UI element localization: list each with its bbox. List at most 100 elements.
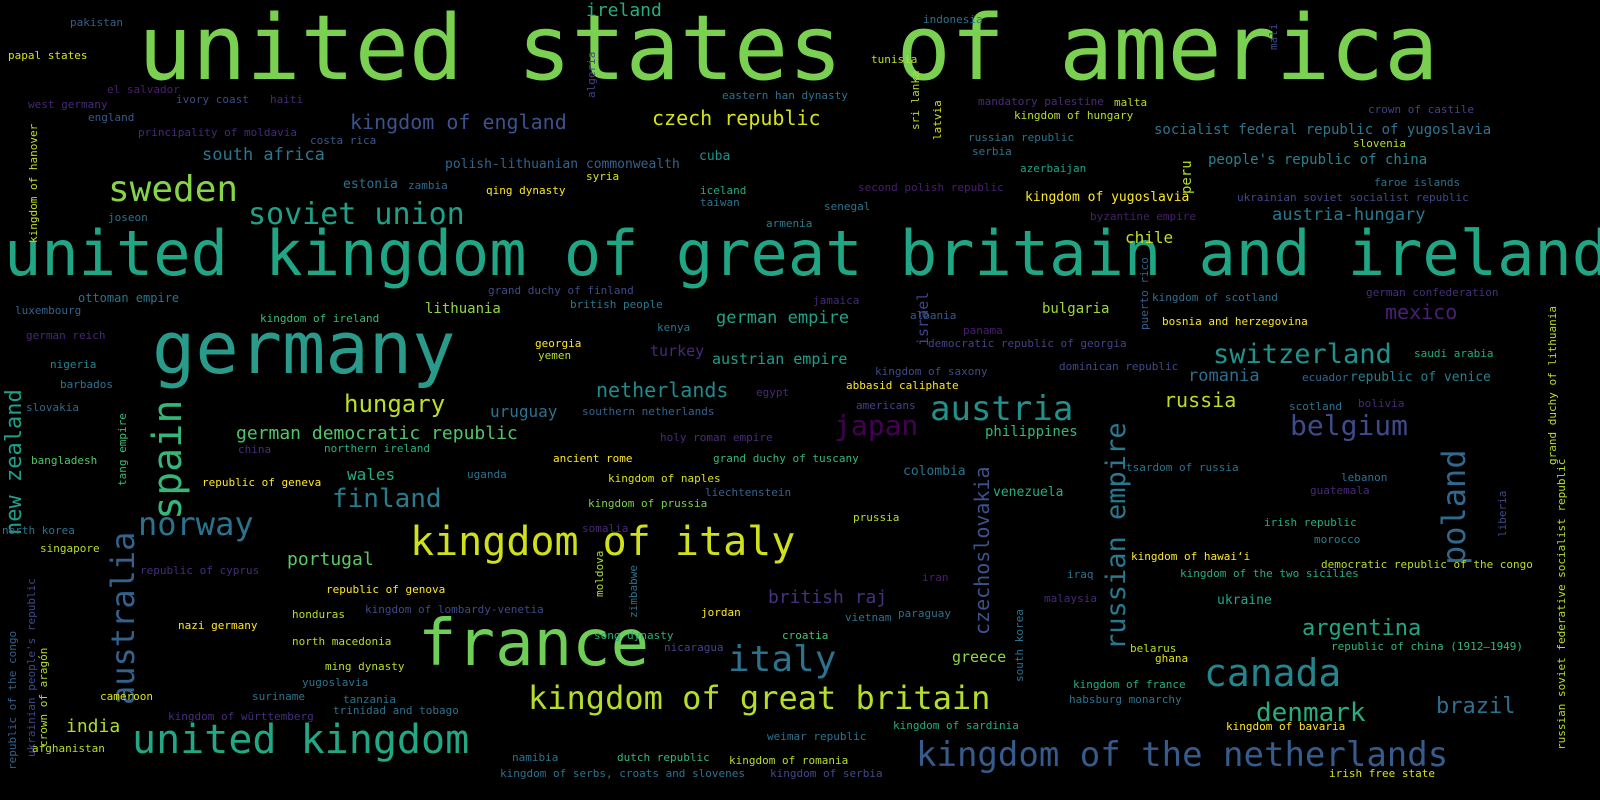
cloud-word: malaysia: [1044, 592, 1097, 605]
cloud-word: serbia: [972, 145, 1012, 158]
cloud-word: austria-hungary: [1272, 205, 1426, 225]
cloud-word: faroe islands: [1374, 176, 1461, 189]
cloud-word: nigeria: [50, 358, 97, 371]
cloud-word: czech republic: [652, 106, 821, 130]
cloud-word: haiti: [270, 93, 304, 106]
cloud-word: united kingdom: [132, 717, 470, 763]
cloud-word: ming dynasty: [325, 660, 405, 673]
cloud-word: russian republic: [968, 131, 1074, 144]
cloud-word: kingdom of prussia: [588, 497, 708, 510]
cloud-word: japan: [834, 409, 919, 442]
cloud-word: argentina: [1302, 616, 1422, 641]
cloud-word: uruguay: [490, 402, 558, 421]
cloud-word: republic of venice: [1350, 370, 1491, 385]
cloud-word: ghana: [1155, 652, 1189, 665]
cloud-word: liechtenstein: [705, 486, 792, 499]
cloud-word: croatia: [782, 629, 829, 642]
cloud-word: south africa: [202, 145, 325, 165]
cloud-word: taiwan: [700, 196, 740, 209]
cloud-word: australia: [104, 531, 142, 705]
cloud-word: iran: [922, 571, 949, 584]
cloud-word: habsburg monarchy: [1069, 693, 1182, 706]
cloud-word: lebanon: [1341, 471, 1388, 484]
cloud-word: kingdom of saxony: [875, 365, 988, 378]
cloud-word: austrian empire: [712, 350, 848, 368]
cloud-word: india: [66, 716, 121, 737]
cloud-word: honduras: [292, 608, 345, 621]
cloud-word: cuba: [699, 149, 731, 164]
cloud-word: socialist federal republic of yugoslavia: [1154, 122, 1492, 138]
cloud-word: southern netherlands: [582, 405, 715, 418]
cloud-word: ivory coast: [176, 93, 249, 106]
cloud-word: tsardom of russia: [1126, 461, 1239, 474]
cloud-word: guatemala: [1310, 484, 1370, 497]
cloud-word: zambia: [408, 179, 448, 192]
cloud-word: north macedonia: [292, 635, 392, 648]
cloud-word: papal states: [8, 49, 88, 62]
cloud-word: german democratic republic: [236, 423, 518, 444]
cloud-word: uganda: [467, 468, 507, 481]
cloud-word: austria: [930, 389, 1074, 429]
cloud-word: senegal: [824, 200, 871, 213]
cloud-word: kingdom of the netherlands: [916, 735, 1449, 775]
cloud-word: yemen: [538, 349, 572, 362]
cloud-word: iceland: [700, 184, 747, 197]
cloud-word: jamaica: [813, 294, 860, 307]
cloud-word: ireland: [586, 0, 662, 21]
cloud-word: norway: [138, 505, 254, 543]
cloud-word: brazil: [1436, 694, 1516, 719]
cloud-word: republic of china (1912–1949): [1331, 640, 1524, 653]
cloud-word: abbasid caliphate: [846, 379, 959, 392]
cloud-word: spain: [145, 399, 191, 520]
cloud-word: grand duchy of finland: [488, 284, 634, 297]
cloud-word: kingdom of serbia: [770, 767, 883, 780]
cloud-word: iraq: [1067, 568, 1094, 581]
cloud-word: new zealand: [2, 389, 27, 535]
cloud-word: crown of aragón: [37, 647, 50, 747]
cloud-word: latvia: [931, 100, 944, 140]
cloud-word: kingdom of naples: [608, 472, 721, 485]
cloud-word: albania: [910, 309, 957, 322]
cloud-word: poland: [1435, 449, 1473, 565]
cloud-word: syria: [586, 170, 620, 183]
cloud-word: yugoslavia: [302, 676, 369, 689]
cloud-word: mali: [1267, 23, 1280, 51]
cloud-word: democratic republic of georgia: [928, 337, 1127, 350]
cloud-word: kingdom of lombardy-venetia: [365, 603, 544, 616]
cloud-word: lithuania: [425, 301, 501, 317]
cloud-word: german confederation: [1366, 286, 1499, 299]
cloud-word: ukrainian people's republic: [25, 578, 38, 757]
cloud-word: venezuela: [993, 485, 1064, 500]
cloud-word: german empire: [716, 308, 850, 328]
cloud-word: british people: [570, 298, 663, 311]
cloud-word: el salvador: [107, 83, 180, 96]
cloud-word: crown of castile: [1368, 103, 1474, 116]
cloud-word: holy roman empire: [660, 431, 773, 444]
cloud-word: west germany: [28, 98, 108, 111]
cloud-word: kingdom of hungary: [1014, 109, 1134, 122]
cloud-word: weimar republic: [767, 730, 867, 743]
cloud-word: paraguay: [898, 607, 951, 620]
cloud-word: barbados: [60, 378, 113, 391]
cloud-word: georgia: [535, 337, 582, 350]
cloud-word: philippines: [985, 424, 1078, 440]
cloud-word: democratic republic of the congo: [1321, 558, 1533, 571]
cloud-word: irish free state: [1329, 767, 1435, 780]
cloud-word: republic of cyprus: [140, 564, 260, 577]
cloud-word: kingdom of sardinia: [893, 719, 1019, 732]
cloud-word: soviet union: [248, 197, 465, 232]
cloud-word: egypt: [756, 386, 790, 399]
cloud-word: zimbabwe: [627, 565, 640, 618]
cloud-word: russia: [1164, 388, 1237, 412]
cloud-word: republic of genova: [326, 583, 446, 596]
cloud-word: canada: [1204, 651, 1342, 695]
cloud-word: bolivia: [1358, 397, 1405, 410]
cloud-word: jordan: [701, 606, 741, 619]
cloud-word: hungary: [344, 390, 446, 418]
cloud-word: polish-lithuanian commonwealth: [445, 157, 680, 172]
cloud-word: tunisia: [871, 53, 918, 66]
cloud-word: indonesia: [923, 13, 983, 26]
cloud-word: russian soviet federative socialist repu…: [1555, 458, 1568, 750]
cloud-word: suriname: [252, 690, 305, 703]
